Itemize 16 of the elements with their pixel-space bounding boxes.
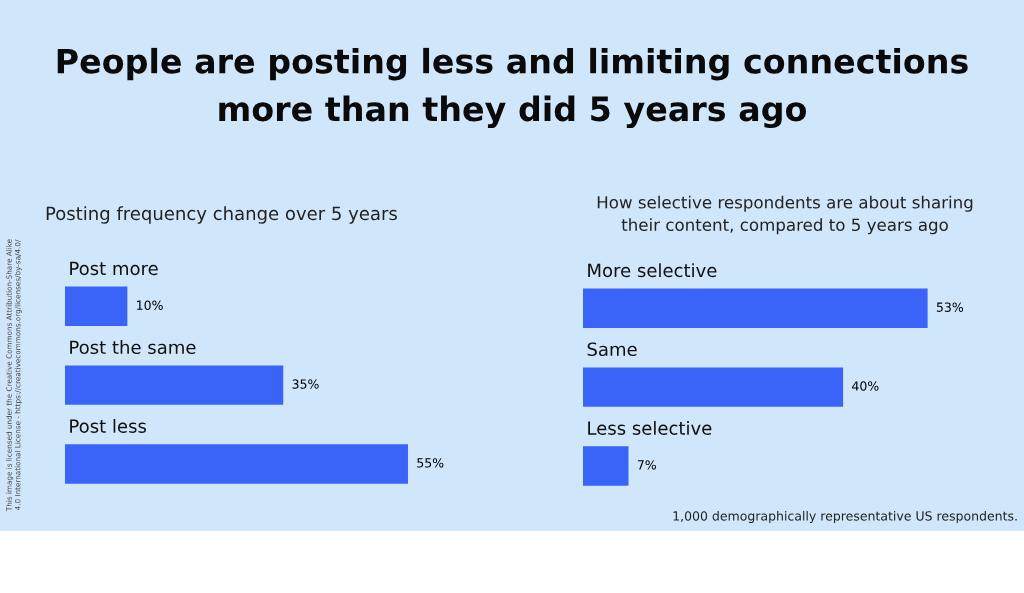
y-tick-label: Same: [587, 342, 637, 357]
data-label: 40%: [852, 381, 879, 391]
y-tick-label: Post less: [70, 418, 146, 433]
y-tick-label: More selective: [588, 263, 717, 278]
data-label: 35%: [292, 379, 319, 389]
data-label: 53%: [936, 302, 964, 312]
chart-subtitle: Posting frequency change over 5 years: [46, 206, 397, 224]
y-tick-label: Less selective: [588, 420, 712, 435]
data-label: 55%: [417, 458, 444, 468]
data-label: 10%: [137, 300, 163, 310]
text: People are posting less and limiting connections more than they did 5 years ago: [57, 47, 968, 129]
data-label: 7%: [637, 460, 656, 470]
y-tick-label: Post the same: [70, 340, 196, 355]
text: 1,000 demographically representative US respondents.: [673, 510, 1017, 524]
y-tick-label: Post more: [70, 261, 158, 276]
chart-subtitle: How selective respondents are about sharing their content, compared to 5 years ago: [597, 195, 973, 235]
